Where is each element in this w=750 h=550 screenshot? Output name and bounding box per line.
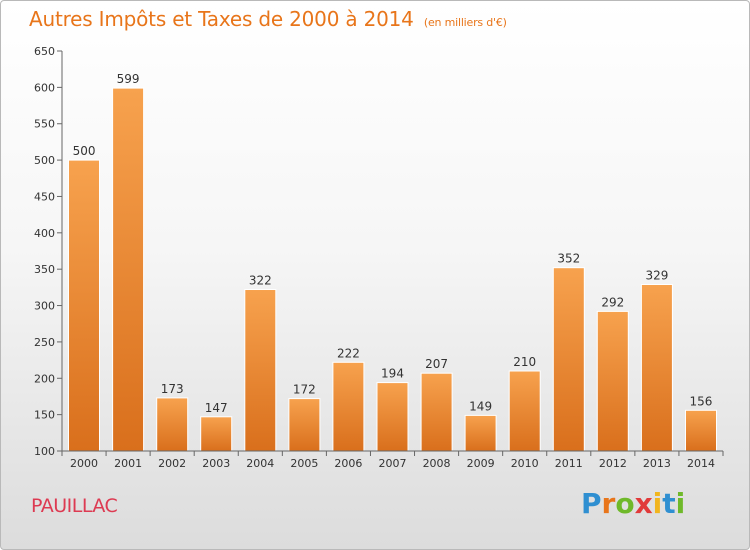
x-tick-label: 2003	[202, 457, 230, 470]
x-tick-label: 2006	[334, 457, 362, 470]
y-tick-label: 650	[34, 45, 55, 58]
bar-value-label: 149	[469, 399, 492, 413]
bar-value-label: 222	[337, 346, 360, 360]
x-tick-label: 2000	[70, 457, 98, 470]
x-tick-label: 2012	[599, 457, 627, 470]
y-tick-label: 450	[34, 190, 55, 203]
x-tick-label: 2013	[643, 457, 671, 470]
bar-value-label: 599	[117, 72, 140, 86]
y-tick-label: 250	[34, 336, 55, 349]
logo-letter: t	[662, 487, 676, 520]
logo-letter: o	[615, 487, 635, 520]
y-tick-label: 100	[34, 445, 55, 458]
logo-letter: P	[581, 487, 602, 520]
bar-value-label: 207	[425, 357, 448, 371]
y-tick-label: 600	[34, 81, 55, 94]
bar-2003[interactable]	[200, 416, 233, 452]
bar-value-label: 147	[205, 401, 228, 415]
bar-2014[interactable]	[685, 409, 717, 452]
y-tick-label: 400	[34, 227, 55, 240]
bar-value-label: 172	[293, 383, 316, 397]
x-tick-label: 2001	[114, 457, 142, 470]
bar-2006[interactable]	[332, 361, 365, 452]
chart-title: Autres Impôts et Taxes de 2000 à 2014 (e…	[29, 7, 507, 31]
bar-value-label: 194	[381, 367, 404, 381]
y-tick-label: 300	[34, 300, 55, 313]
logo-letter: r	[601, 487, 616, 520]
bar-2004[interactable]	[244, 289, 277, 452]
x-axis: 2000 2001 2002 2003 2004 2005 2006 2007 2008 2009…	[61, 450, 724, 470]
bar-value-label: 329	[645, 268, 668, 282]
bar-2000[interactable]	[68, 159, 100, 452]
bar-value-label: 173	[161, 382, 184, 396]
bar-2013[interactable]	[640, 284, 673, 452]
y-tick-label: 500	[34, 154, 55, 167]
x-tick-label: 2005	[290, 457, 318, 470]
city-name: PAUILLAC	[31, 495, 118, 517]
bar-value-label: 292	[601, 295, 624, 309]
proxiti-logo[interactable]: Proxiti	[581, 487, 685, 520]
bar-2007[interactable]	[376, 382, 409, 452]
bar-2005[interactable]	[288, 398, 321, 452]
bar-2012[interactable]	[596, 310, 629, 452]
bar-2008[interactable]	[420, 372, 453, 452]
bars: 500 599 173 147 322 172 222 194 207 149 210 352 292 3…	[68, 72, 717, 452]
x-tick-label: 2009	[467, 457, 495, 470]
bar-value-label: 500	[73, 144, 96, 158]
x-tick-label: 2004	[246, 457, 274, 470]
x-tick-label: 2007	[379, 457, 407, 470]
bar-2011[interactable]	[552, 267, 585, 452]
y-tick-label: 350	[34, 263, 55, 276]
y-axis: 100 150 200 250 300 350 400 450 500 550 600 650	[34, 45, 63, 458]
logo-letter: x	[634, 487, 653, 520]
y-tick-label: 200	[34, 372, 55, 385]
bar-2010[interactable]	[508, 370, 541, 452]
bar-value-label: 352	[557, 252, 580, 266]
x-tick-label: 2010	[511, 457, 539, 470]
y-tick-label: 150	[34, 409, 55, 422]
y-tick-label: 550	[34, 118, 55, 131]
chart-unit: (en milliers d'€)	[423, 16, 507, 29]
x-tick-label: 2008	[423, 457, 451, 470]
bar-value-label: 210	[513, 355, 536, 369]
bar-value-label: 322	[249, 274, 272, 288]
bar-value-label: 156	[690, 394, 713, 408]
bar-2009[interactable]	[464, 414, 497, 452]
x-tick-label: 2011	[555, 457, 583, 470]
chart-title-text: Autres Impôts et Taxes de 2000 à 2014	[29, 7, 414, 31]
logo-letter: i	[675, 487, 686, 520]
bar-2002[interactable]	[156, 397, 189, 452]
bar-2001[interactable]	[112, 87, 145, 452]
x-tick-label: 2002	[158, 457, 186, 470]
x-tick-label: 2014	[687, 457, 715, 470]
logo-letter: i	[652, 487, 663, 520]
